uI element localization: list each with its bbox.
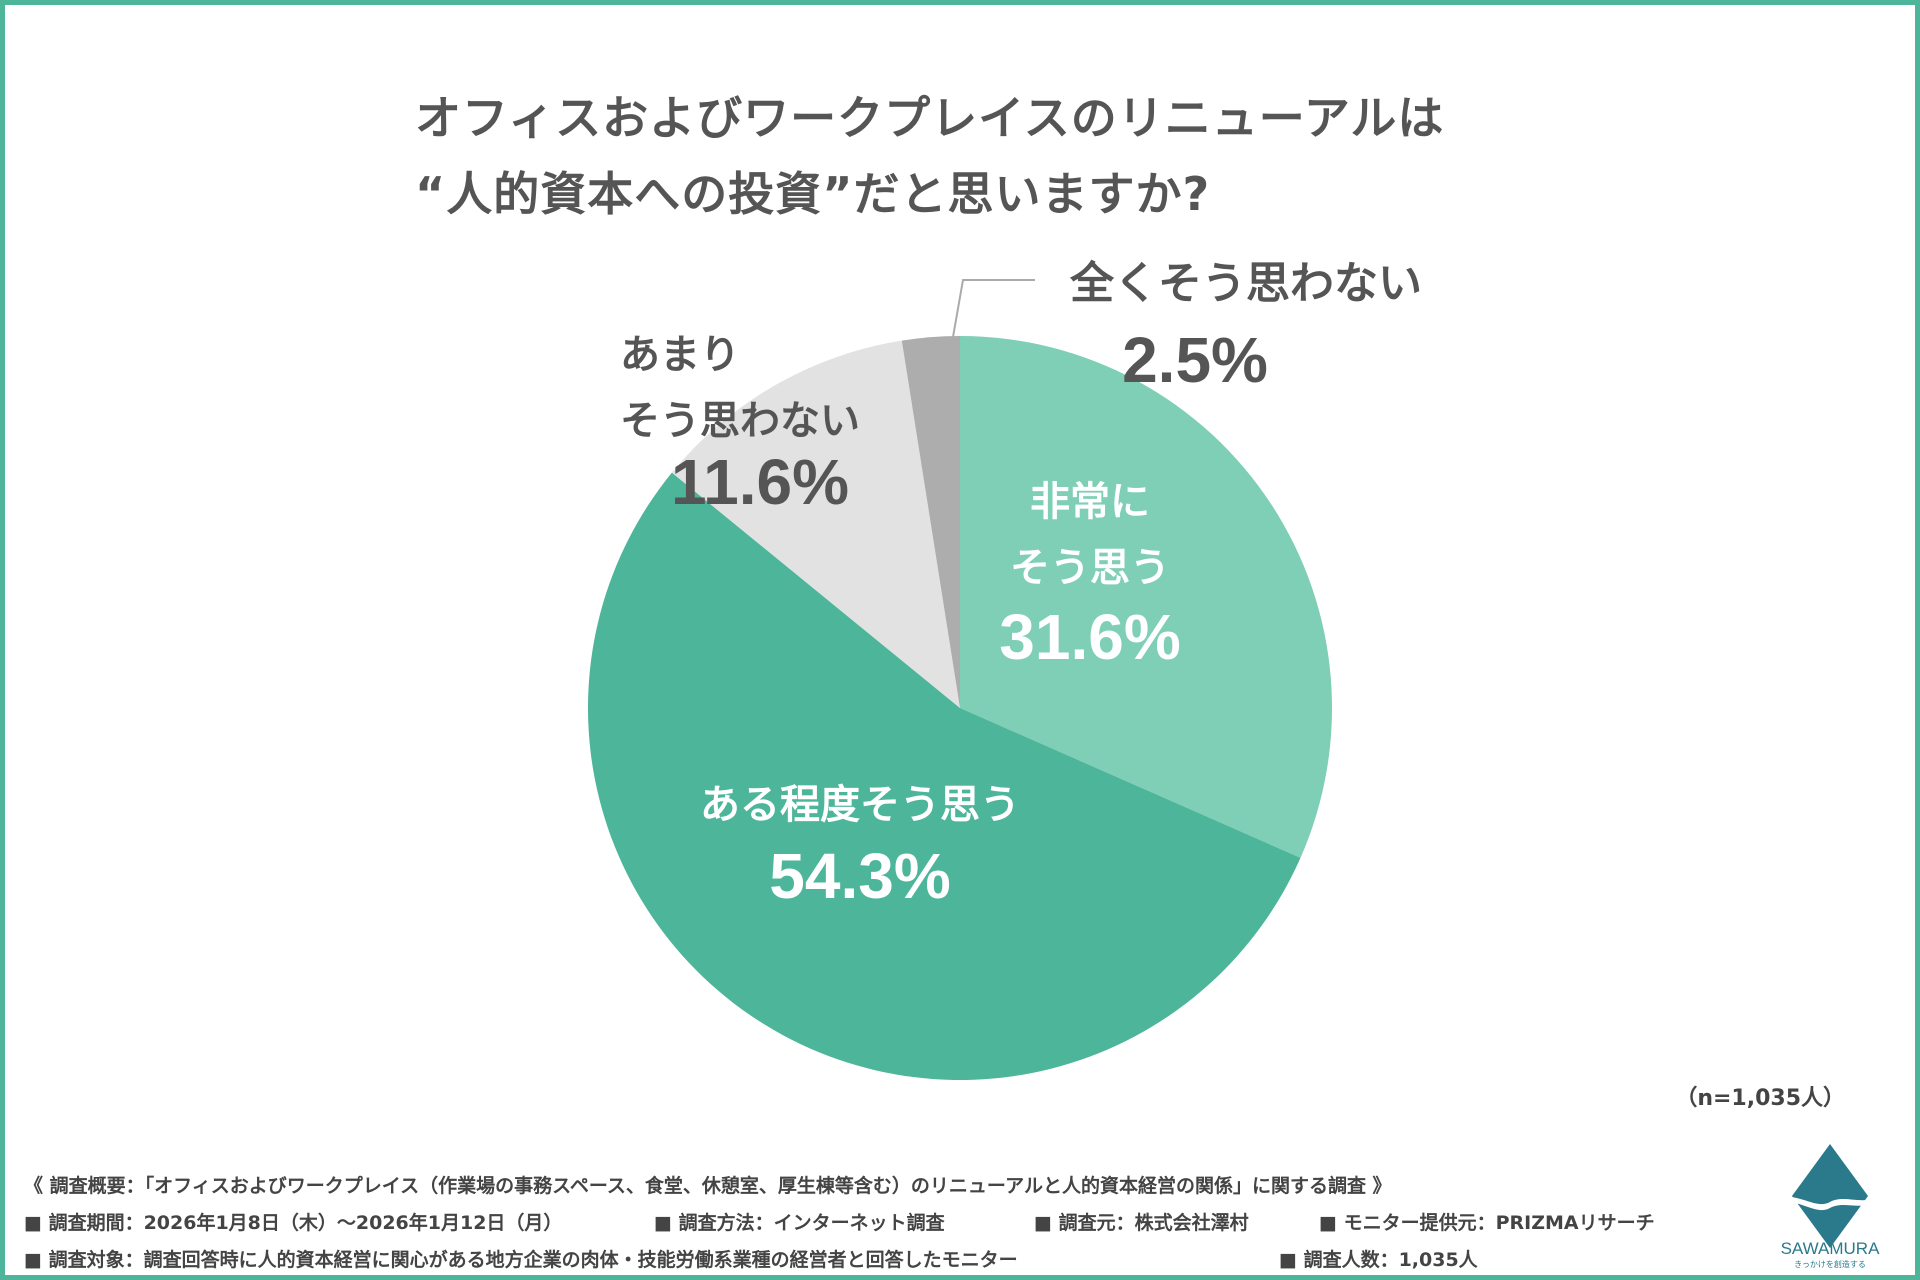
slice-label-very-much-line-2: そう思う [1010, 545, 1170, 591]
pie-slices [588, 336, 1332, 1081]
slice-value-somewhat: 54.3% [769, 840, 950, 912]
pie-slice-not-much [671, 340, 960, 708]
logo-diamond-icon [1792, 1144, 1868, 1248]
slice-label-not-much-line-2: そう思わない [620, 398, 860, 444]
survey-target: ■ 調査対象：調査回答時に人的資本経営に関心がある地方企業の肉体・技能労働系業種… [24, 1249, 1018, 1271]
slice-label-not-much-line-1: あまり [620, 332, 740, 378]
chart-title: オフィスおよびワークプレイスのリニューアルは “人的資本への投資”だと思いますか… [415, 80, 1444, 232]
survey-footer: 《 調査概要：「オフィスおよびワークプレイス（作業場の事務スペース、食堂、休憩室… [24, 1168, 1655, 1279]
slice-label-not-at-all-line-1: 全くそう思わない [1069, 258, 1422, 309]
survey-count: ■ 調査人数：1,035人 [1279, 1249, 1478, 1271]
survey-overview: 《 調査概要：「オフィスおよびワークプレイス（作業場の事務スペース、食堂、休憩室… [24, 1175, 1392, 1197]
slice-value-very-much: 31.6% [999, 601, 1180, 673]
slice-value-not-much: 11.6% [671, 446, 849, 518]
survey-meta-row-1: ■ 調査期間：2026年1月8日（木）～2026年1月12日（月） ■ 調査方法：… [24, 1205, 1655, 1242]
pie-slice-not-at-all [901, 336, 960, 708]
sample-size: （n=1,035人） [1675, 1086, 1845, 1111]
survey-organizer: ■ 調査元：株式会社澤村 [1034, 1212, 1249, 1234]
sawamura-logo: SAWAMURA きっかけを創造する [1776, 1144, 1884, 1269]
survey-method: ■ 調査方法：インターネット調査 [654, 1212, 945, 1234]
pie-slice-somewhat [588, 472, 1301, 1081]
title-line-2: “人的資本への投資”だと思いますか? [415, 167, 1211, 221]
logo-wave-icon [1776, 1196, 1884, 1211]
survey-period: ■ 調査期間：2026年1月8日（木）～2026年1月12日（月） [24, 1212, 563, 1234]
slice-label-somewhat-line-1: ある程度そう思う [700, 782, 1020, 828]
logo-wordmark: SAWAMURA [1781, 1239, 1881, 1258]
logo-tagline: きっかけを創造する [1794, 1259, 1866, 1269]
leader-line-not-at-all [952, 279, 1035, 338]
slice-value-not-at-all: 2.5% [1122, 324, 1268, 396]
title-line-1: オフィスおよびワークプレイスのリニューアルは [415, 91, 1445, 145]
survey-provider: ■ モニター提供元：PRIZMAリサーチ [1319, 1212, 1655, 1234]
survey-meta-row-2: ■ 調査対象：調査回答時に人的資本経営に関心がある地方企業の肉体・技能労働系業種… [24, 1242, 1655, 1279]
slice-label-very-much-line-1: 非常に [1030, 479, 1150, 525]
pie-slice-very-much [960, 336, 1332, 858]
